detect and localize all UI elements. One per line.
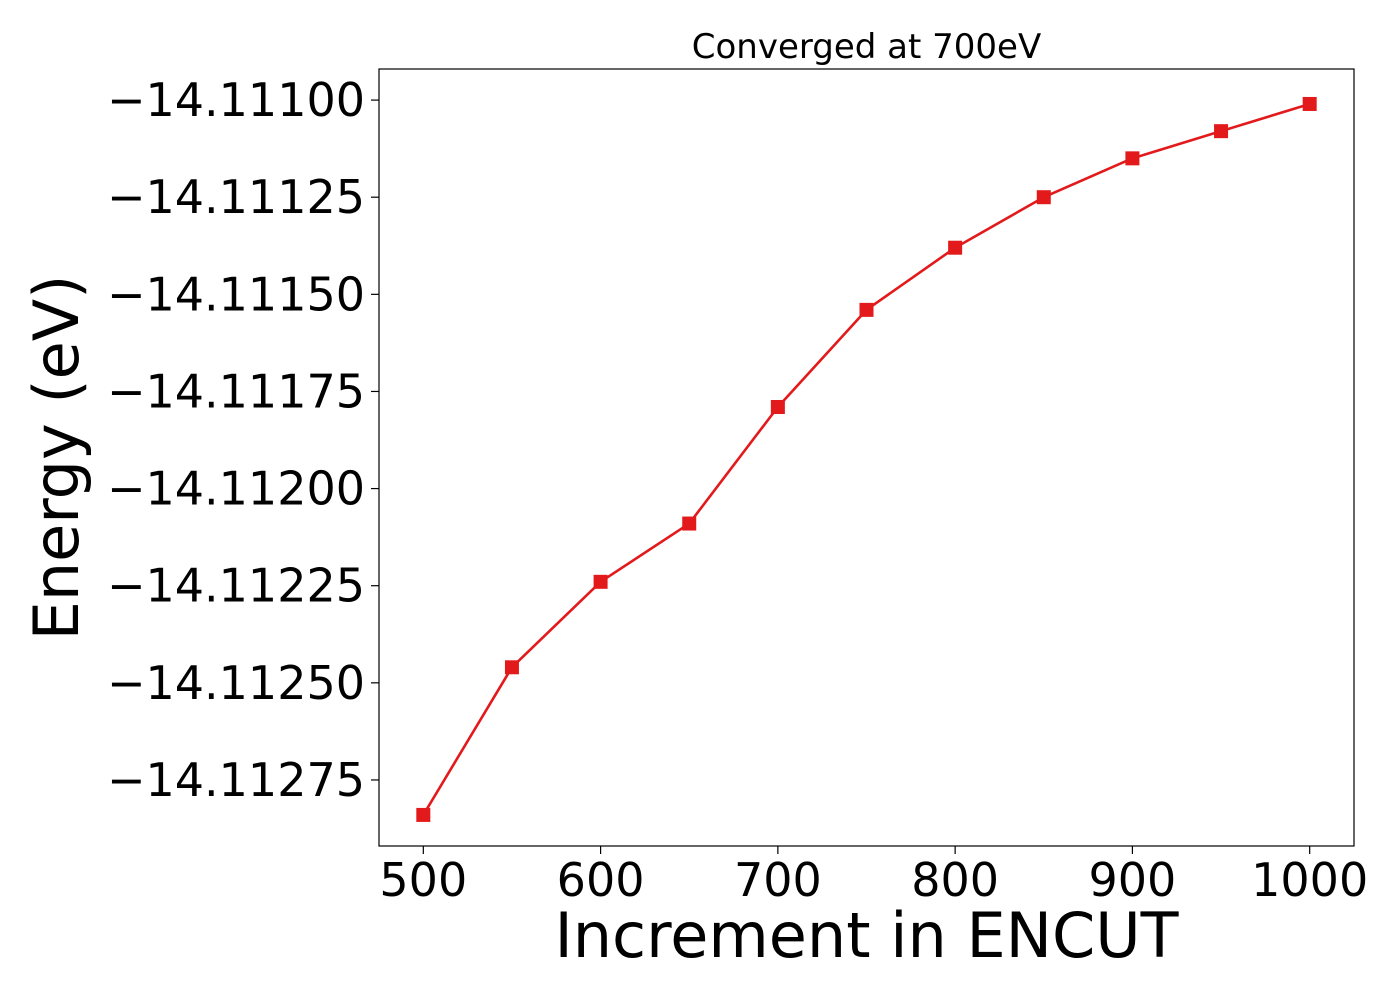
data-point-marker (416, 807, 431, 822)
data-point-marker (1214, 124, 1229, 139)
x-tick-label: 800 (911, 853, 999, 907)
data-point-marker (504, 660, 519, 675)
data-point-marker (682, 516, 697, 531)
y-tick-label: −14.11250 (107, 656, 365, 710)
data-point-marker (770, 399, 785, 414)
y-axis-label: Energy (eV) (20, 275, 93, 641)
chart-title: Converged at 700eV (692, 27, 1041, 67)
y-tick-label: −14.11275 (107, 753, 365, 807)
y-axis-ticks: −14.11100 −14.11125 −14.11150 −14.11175 −14.… (107, 73, 379, 807)
data-point-marker (1125, 151, 1140, 166)
data-point-marker (1036, 190, 1051, 205)
x-axis-ticks: 500 600 700 800 900 1000 (379, 846, 1368, 907)
series-line (422, 102, 1311, 816)
x-tick-label: 600 (557, 853, 645, 907)
y-tick-label: −14.11125 (107, 170, 365, 224)
y-tick-label: −14.11200 (107, 462, 365, 516)
x-tick-label: 700 (734, 853, 822, 907)
y-tick-label: −14.11150 (107, 267, 365, 321)
y-tick-label: −14.11100 (107, 73, 365, 127)
data-point-marker (1302, 96, 1317, 111)
series-layer (416, 96, 1317, 822)
data-point-marker (593, 574, 608, 589)
x-tick-label: 1000 (1251, 853, 1368, 907)
data-point-marker (948, 240, 963, 255)
x-tick-label: 500 (379, 853, 467, 907)
x-axis-label: Increment in ENCUT (554, 899, 1179, 972)
y-tick-label: −14.11225 (107, 559, 365, 613)
plot-area-frame (378, 68, 1355, 847)
data-point-marker (859, 302, 874, 317)
y-tick-label: −14.11175 (107, 364, 365, 418)
x-tick-label: 900 (1089, 853, 1177, 907)
